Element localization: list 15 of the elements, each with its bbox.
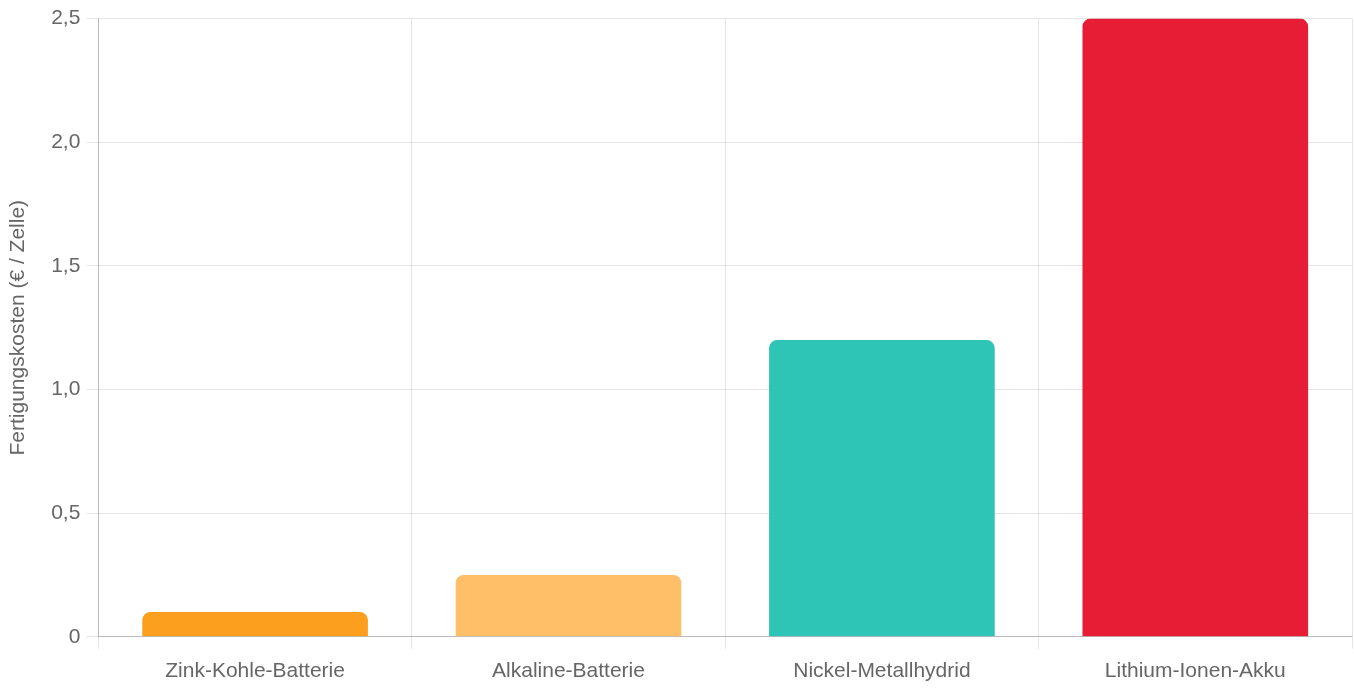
x-tick-label: Nickel-Metallhydrid (793, 658, 971, 682)
y-tick-label: 1,0 (51, 376, 81, 400)
y-tick-label: 2,0 (51, 129, 81, 153)
x-tick-label: Lithium-Ionen-Akku (1104, 658, 1286, 682)
y-axis-title: Fertigungskosten (€ / Zelle) (5, 199, 29, 456)
bar (142, 612, 368, 637)
y-tick-label: 2,5 (51, 5, 81, 29)
bar (1082, 18, 1309, 637)
x-tick-label: Zink-Kohle-Batterie (165, 658, 345, 682)
y-tick-label: 0 (68, 623, 81, 647)
y-tick-label: 0,5 (51, 499, 81, 523)
bar (769, 340, 995, 637)
x-tick-label: Alkaline-Batterie (492, 658, 645, 682)
y-tick-label: 1,5 (51, 252, 81, 276)
bar (455, 574, 682, 637)
